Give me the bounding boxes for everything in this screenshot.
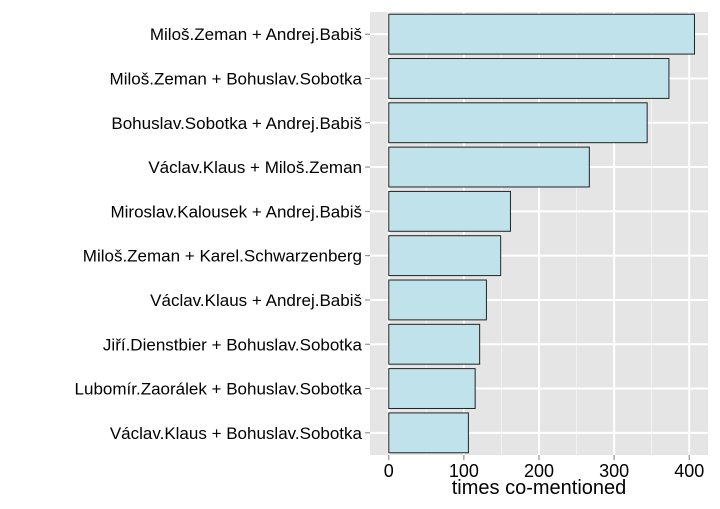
category-label: Jiří.Dienstbier + Bohuslav.Sobotka xyxy=(103,335,363,354)
bar xyxy=(388,235,502,277)
bar xyxy=(388,412,469,454)
category-label: Miloš.Zeman + Andrej.Babiš xyxy=(150,25,362,44)
category-label: Bohuslav.Sobotka + Andrej.Babiš xyxy=(111,114,362,133)
category-label: Václav.Klaus + Andrej.Babiš xyxy=(150,291,362,310)
category-label: Lubomír.Zaorálek + Bohuslav.Sobotka xyxy=(75,380,363,399)
bar xyxy=(388,190,511,232)
bar xyxy=(388,102,648,144)
bar xyxy=(388,13,695,55)
bar xyxy=(388,58,670,99)
bar xyxy=(388,368,476,409)
category-label: Miloš.Zeman + Karel.Schwarzenberg xyxy=(83,247,362,266)
category-label: Miloš.Zeman + Bohuslav.Sobotka xyxy=(110,69,363,88)
x-tick-label: 200 xyxy=(524,461,554,481)
bar xyxy=(388,323,481,365)
x-axis-title: times co-mentioned xyxy=(452,477,627,499)
x-tick-label: 100 xyxy=(449,461,479,481)
x-axis-ticks: 0 100 200 300 400 xyxy=(384,455,704,481)
category-labels: Miloš.Zeman + Andrej.Babiš Miloš.Zeman + … xyxy=(75,25,370,443)
category-label: Miroslav.Kalousek + Andrej.Babiš xyxy=(110,202,362,221)
bar xyxy=(388,279,487,321)
bar xyxy=(388,146,590,188)
x-tick-label: 400 xyxy=(674,461,704,481)
x-tick-label: 0 xyxy=(384,461,394,481)
category-label: Václav.Klaus + Miloš.Zeman xyxy=(148,158,362,177)
bars xyxy=(388,13,695,454)
x-tick-label: 300 xyxy=(599,461,629,481)
category-label: Václav.Klaus + Bohuslav.Sobotka xyxy=(110,424,363,443)
